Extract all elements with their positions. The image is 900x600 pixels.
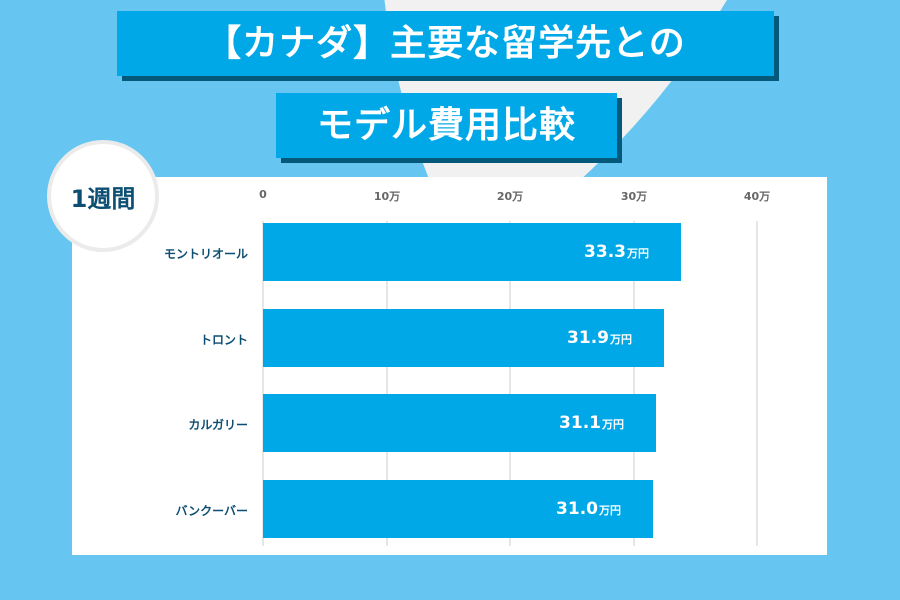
- title-line-2: モデル費用比較: [276, 93, 617, 158]
- category-label: モントリオール: [163, 247, 248, 261]
- category-label: カルガリー: [188, 418, 248, 432]
- period-badge-label: 1週間: [70, 184, 136, 213]
- bar-calgary: 31.1万円: [263, 394, 656, 452]
- x-tick: 40万: [743, 190, 771, 203]
- bar-value: 31.0万円: [556, 499, 621, 519]
- gridline: [262, 221, 264, 546]
- bar-toronto: 31.9万円: [263, 309, 664, 367]
- bar-value: 31.9万円: [567, 328, 632, 348]
- bar-montreal: 33.3万円: [263, 223, 681, 281]
- gridline: [509, 221, 511, 546]
- x-tick: 20万: [496, 190, 524, 203]
- bar-value: 31.1万円: [559, 413, 624, 433]
- gridline: [633, 221, 635, 546]
- category-label: バンクーバー: [175, 504, 248, 518]
- x-tick: 10万: [373, 190, 401, 203]
- bar-vancouver: 31.0万円: [263, 480, 653, 538]
- gridline: [386, 221, 388, 546]
- period-badge: 1週間: [47, 140, 159, 252]
- gridline: [756, 221, 758, 546]
- title-line-1: 【カナダ】主要な留学先との: [117, 11, 774, 76]
- x-tick: 30万: [620, 190, 648, 203]
- bar-value: 33.3万円: [584, 242, 649, 262]
- category-label: トロント: [199, 333, 248, 347]
- x-tick: 0: [259, 188, 267, 201]
